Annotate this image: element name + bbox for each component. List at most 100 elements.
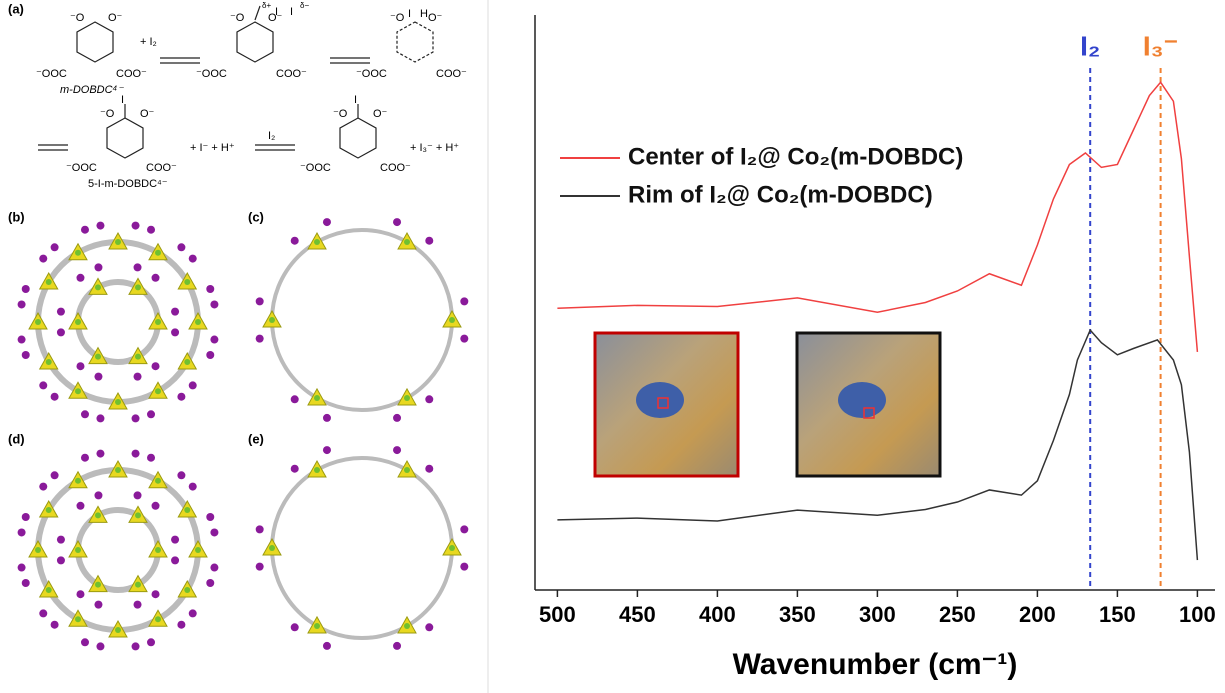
iodine-atom (460, 334, 469, 343)
atom-label: H (420, 8, 428, 20)
iodine-atom (177, 243, 186, 252)
byproducts: + I⁻ + H⁺ (190, 142, 235, 154)
iodine-atom (96, 414, 105, 423)
iodine-atom (290, 623, 299, 632)
iodine-atom (255, 562, 264, 571)
iodine-atom (210, 335, 219, 344)
atom-label: O⁻ (140, 108, 155, 120)
line (557, 328, 1199, 561)
cobalt (155, 616, 161, 623)
atom-label: ⁻O (100, 108, 115, 120)
iodine-atom (188, 609, 197, 618)
x-tick-label: 250 (939, 602, 976, 627)
iodine-atom (21, 351, 30, 360)
iodine-atom (151, 273, 160, 282)
cobalt (45, 279, 52, 285)
iodine-atom (206, 351, 215, 360)
iodine-atom (94, 372, 103, 381)
x-tick-label: 400 (699, 602, 736, 627)
x-tick-label: 350 (779, 602, 816, 627)
iodine-atom (255, 297, 264, 306)
atom-label: I (121, 94, 124, 106)
atom-label: I (408, 8, 411, 20)
cobalt (155, 249, 161, 256)
cobalt (115, 467, 121, 473)
iodine-atom (21, 579, 30, 588)
iodine-atom (133, 491, 142, 500)
x-tick-label: 200 (1019, 602, 1056, 627)
cobalt (314, 394, 320, 401)
iodine-atom (80, 638, 89, 647)
iodine-atom (210, 563, 219, 572)
iodine-atom (131, 642, 140, 651)
partial-charge: δ− (300, 1, 309, 10)
line (557, 81, 1199, 353)
iodine-atom (56, 556, 65, 565)
cobalt (135, 581, 141, 588)
iodine-atom (177, 471, 186, 480)
crystal-structures (17, 218, 469, 651)
iodine-atom (255, 334, 264, 343)
cobalt (404, 239, 410, 246)
iodine-atom (80, 453, 89, 462)
panel-label: (d) (8, 431, 25, 446)
cobalt (184, 587, 191, 593)
cobalt (45, 507, 52, 513)
cobalt (75, 388, 81, 395)
iodine-atom (290, 395, 299, 404)
iodine-atom (393, 641, 402, 650)
iodine-atom (188, 381, 197, 390)
iodine-atom (39, 482, 48, 491)
cobalt (35, 319, 41, 325)
cobalt (75, 616, 81, 623)
x-tick-label: 450 (619, 602, 656, 627)
iodine-atom (171, 556, 180, 565)
iodine-atom (17, 300, 26, 309)
iodine-atom (206, 512, 215, 521)
iodine-atom (171, 328, 180, 337)
iodine-atom (56, 328, 65, 337)
atom-label: O⁻ (108, 12, 123, 24)
cobalt (269, 317, 275, 323)
iodine-atom (322, 413, 331, 422)
x-tick-label: 500 (539, 602, 576, 627)
cobalt (404, 467, 410, 474)
cobalt (135, 353, 141, 360)
iodine-atom (94, 600, 103, 609)
atom-label: O⁻ (373, 108, 388, 120)
cobalt (184, 507, 191, 513)
framework (35, 467, 201, 633)
iodine-atom (460, 525, 469, 534)
iodine-atom (39, 254, 48, 263)
framework (270, 228, 454, 412)
cobalt (314, 467, 320, 474)
iodine-atom (151, 590, 160, 599)
cobalt (184, 359, 191, 365)
molecule-name: m-DOBDC⁴⁻ (60, 84, 124, 96)
framework (35, 239, 201, 405)
atom-label: ⁻O (230, 12, 245, 24)
x-tick-label: 150 (1099, 602, 1136, 627)
atom-label: COO⁻ (116, 68, 147, 80)
iodine-atom (171, 535, 180, 544)
cobalt (155, 477, 161, 484)
cobalt (314, 622, 320, 629)
cobalt (135, 284, 141, 291)
iodine-atom (322, 446, 331, 455)
iodine-atom (290, 236, 299, 245)
panel-label: (a) (8, 1, 24, 16)
scheme (38, 5, 434, 159)
iodine-atom (290, 464, 299, 473)
atom-label: ⁻OOC (66, 162, 97, 174)
iodine-atom (177, 392, 186, 401)
atom-label: ⁻OOC (196, 68, 227, 80)
panel-label: (b) (8, 209, 25, 224)
cobalt (75, 319, 81, 325)
annotation: I₃⁻ (1143, 30, 1179, 61)
legend-label: Center of I₂@ Co₂(m-DOBDC) (628, 143, 963, 170)
cobalt (95, 581, 101, 588)
iodine-atom (188, 482, 197, 491)
panel-label: (c) (248, 209, 264, 224)
reagent: + I₂ (140, 36, 157, 48)
